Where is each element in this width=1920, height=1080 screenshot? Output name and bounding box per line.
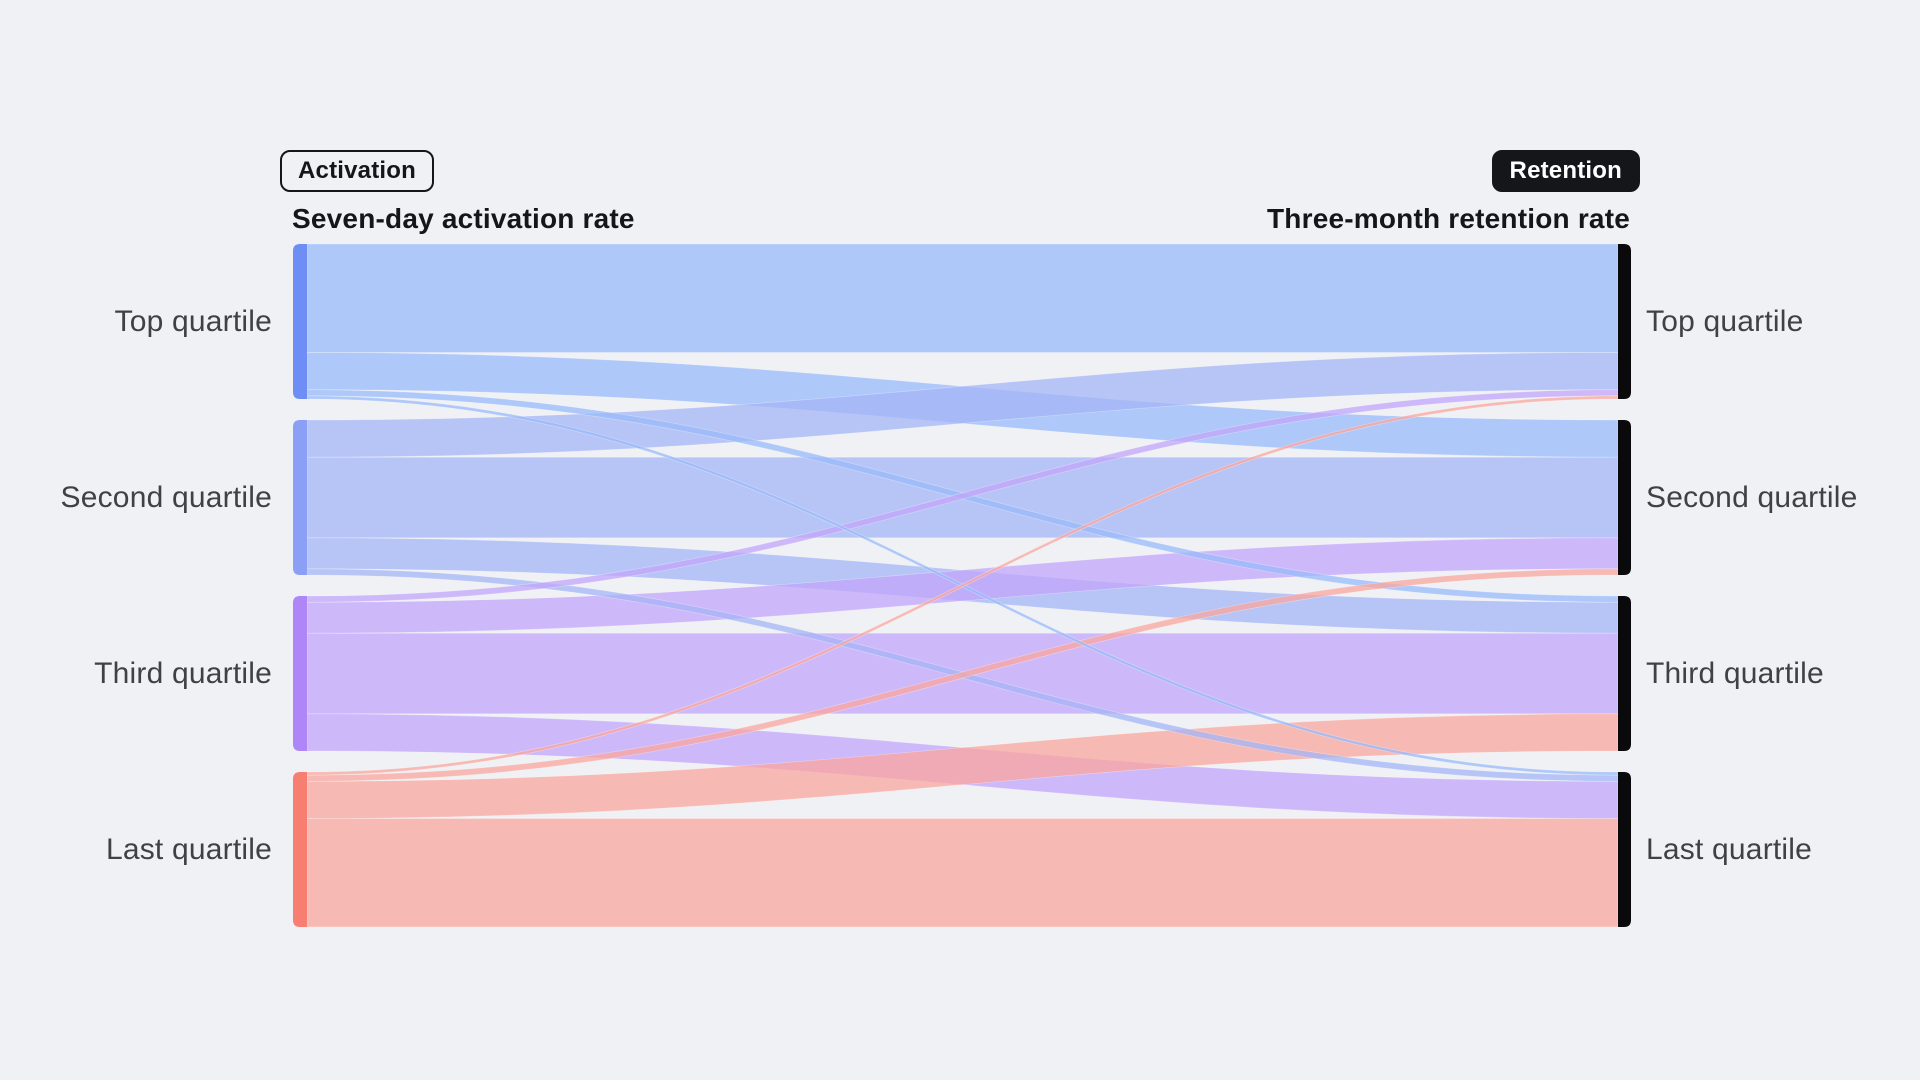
- right-node-2[interactable]: [1618, 596, 1631, 751]
- right-node-label-2: Third quartile: [1646, 656, 1824, 690]
- left-node-label-0: Top quartile: [114, 304, 272, 338]
- flow-0-to-0[interactable]: [306, 243, 1619, 353]
- activation-badge-label: Activation: [298, 157, 417, 184]
- left-node-label-1: Second quartile: [60, 480, 272, 514]
- right-node-label-3: Last quartile: [1646, 832, 1813, 866]
- right-node-3[interactable]: [1618, 772, 1631, 927]
- left-node-2[interactable]: [293, 596, 307, 751]
- retention-badge[interactable]: Retention: [1491, 150, 1640, 192]
- right-node-0[interactable]: [1618, 244, 1631, 399]
- right-column-title: Three-month retention rate: [1266, 203, 1630, 234]
- left-node-label-3: Last quartile: [105, 832, 272, 866]
- left-node-0[interactable]: [293, 244, 307, 399]
- retention-badge-label: Retention: [1509, 157, 1622, 184]
- right-node-label-0: Top quartile: [1646, 304, 1804, 338]
- left-node-label-2: Third quartile: [94, 656, 272, 690]
- left-node-3[interactable]: [293, 772, 307, 927]
- right-node-1[interactable]: [1618, 420, 1631, 575]
- left-column-title: Seven-day activation rate: [292, 203, 635, 234]
- right-node-label-1: Second quartile: [1646, 480, 1858, 514]
- flow-3-to-3[interactable]: [306, 818, 1619, 928]
- left-node-1[interactable]: [293, 420, 307, 575]
- activation-badge[interactable]: Activation: [280, 150, 435, 192]
